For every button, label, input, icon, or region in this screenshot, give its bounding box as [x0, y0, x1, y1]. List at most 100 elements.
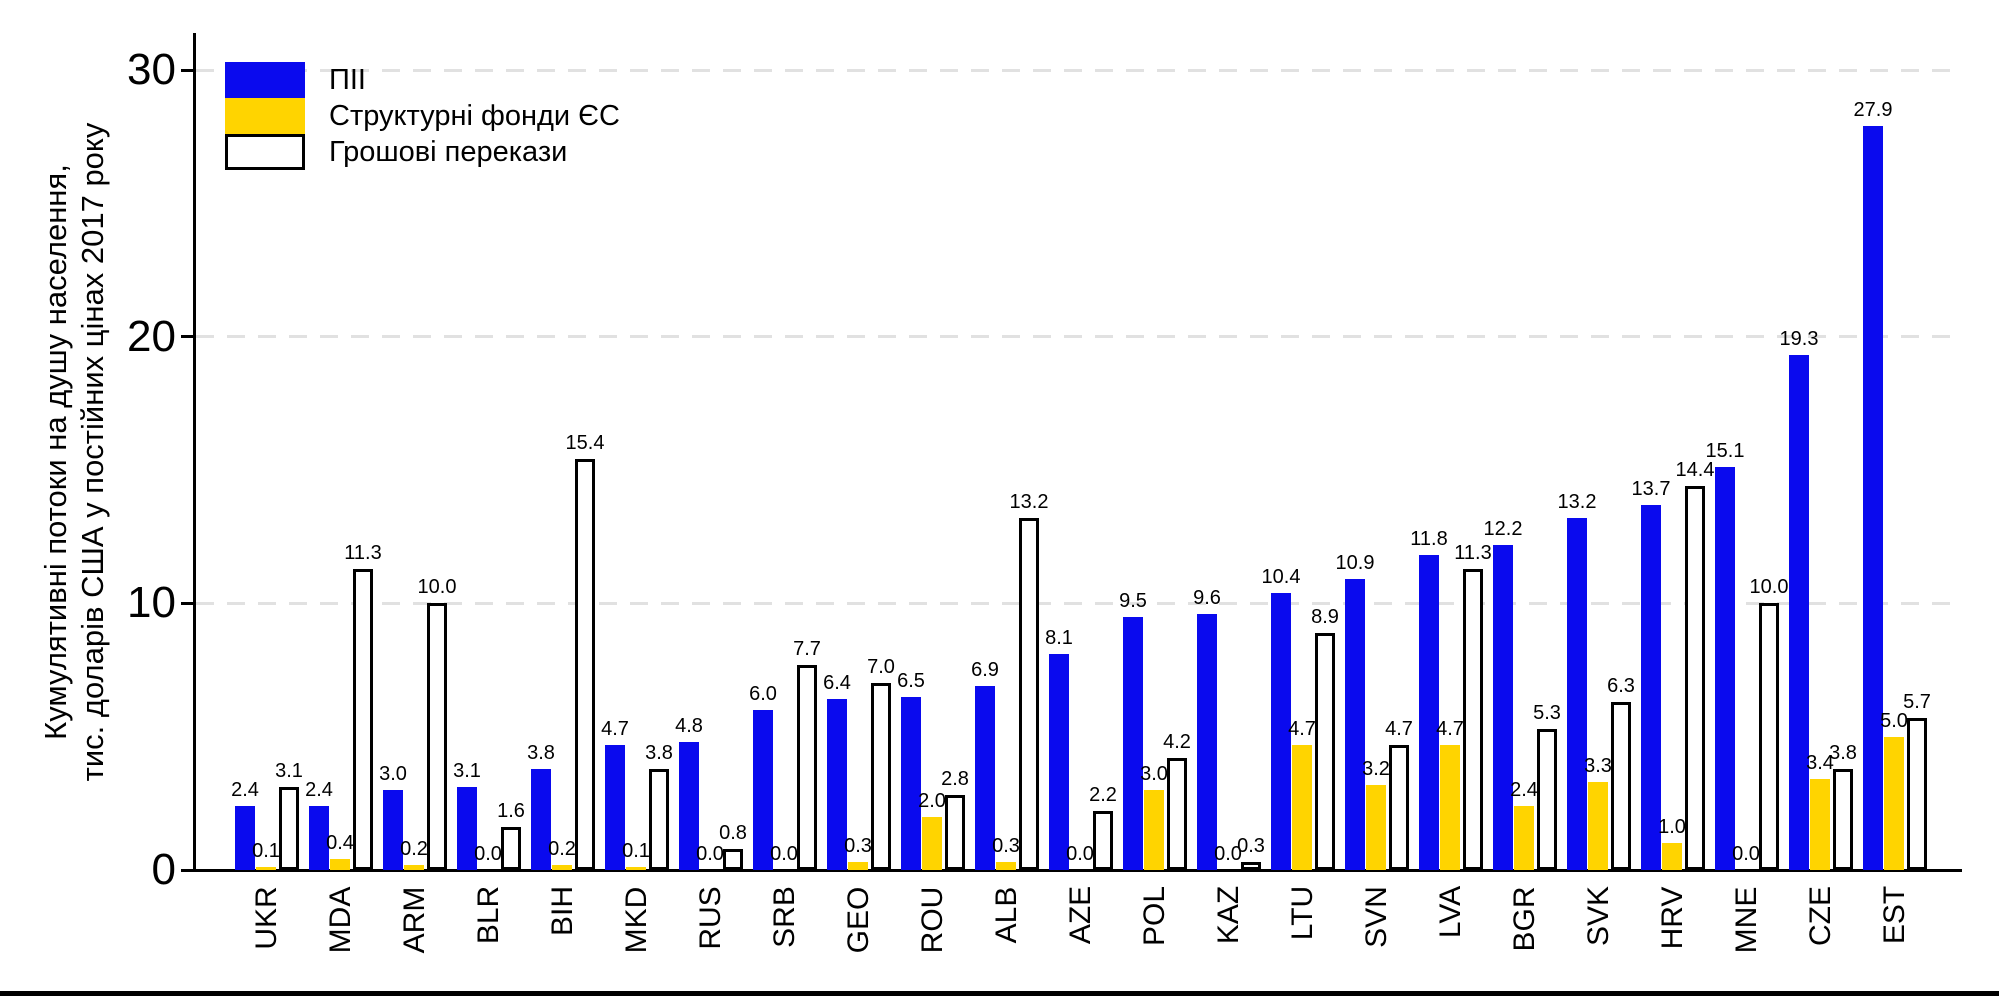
bar-fdi-blr [457, 787, 477, 870]
x-category-label-aze: AZE [1064, 885, 1097, 945]
value-label-remittances-rou: 2.8 [941, 768, 969, 791]
x-axis-line [181, 869, 1962, 872]
y-axis-title-line1: Кумулятивні потоки на душу населення, [38, 164, 73, 740]
value-label-eu-structural-funds-ukr: 0.1 [252, 840, 280, 863]
bar-remittances-est [1907, 718, 1927, 870]
bar-remittances-arm [427, 603, 447, 870]
value-label-remittances-ukr: 3.1 [275, 760, 303, 783]
bar-remittances-rus [723, 848, 743, 870]
legend-swatch-remittances [225, 134, 305, 170]
bar-fdi-alb [975, 686, 995, 870]
legend-swatch-fdi [225, 62, 305, 98]
value-label-remittances-blr: 1.6 [497, 800, 525, 823]
bar-remittances-blr [501, 827, 521, 870]
value-label-fdi-bgr: 12.2 [1483, 517, 1523, 540]
x-category-label-mda: MDA [324, 886, 357, 953]
bar-fdi-ltu [1271, 592, 1291, 870]
y-tick-label-30: 30 [127, 45, 176, 94]
x-category-label-pol: POL [1138, 885, 1171, 947]
x-category-label-rou: ROU [916, 886, 949, 953]
y-axis-title: Кумулятивні потоки на душу населення, ти… [37, 123, 111, 782]
x-category-label-svk: SVK [1582, 885, 1615, 947]
bar-remittances-pol [1167, 758, 1187, 870]
y-tick-10 [181, 601, 194, 605]
bar-fdi-kaz [1197, 614, 1217, 870]
value-label-fdi-srb: 6.0 [749, 683, 777, 705]
value-label-fdi-alb: 6.9 [971, 659, 999, 681]
value-label-remittances-mda: 11.3 [344, 541, 382, 564]
x-category-label-ltu: LTU [1286, 885, 1319, 941]
value-label-eu-structural-funds-ltu: 4.7 [1288, 717, 1316, 740]
value-label-eu-structural-funds-blr: 0.0 [474, 843, 502, 865]
value-label-eu-structural-funds-rou: 2.0 [918, 789, 946, 812]
value-label-fdi-blr: 3.1 [453, 760, 481, 783]
x-category-label-lva: LVA [1434, 885, 1467, 939]
value-label-eu-structural-funds-lva: 4.7 [1436, 717, 1464, 740]
bar-eu-structural-funds-hrv [1662, 843, 1682, 870]
value-label-remittances-svk: 6.3 [1607, 675, 1635, 697]
gridline-30 [196, 68, 1962, 72]
value-label-remittances-srb: 7.7 [793, 637, 821, 660]
value-label-eu-structural-funds-mkd: 0.1 [622, 840, 650, 863]
bar-fdi-ukr [235, 806, 255, 870]
value-label-eu-structural-funds-pol: 3.0 [1140, 763, 1168, 785]
value-label-fdi-rou: 6.5 [897, 669, 925, 692]
bar-fdi-geo [827, 699, 847, 870]
y-axis-title-line2: тис. доларів США у постійних цінах 2017 … [75, 122, 110, 782]
value-label-fdi-cze: 19.3 [1779, 328, 1819, 351]
value-label-eu-structural-funds-svk: 3.3 [1584, 755, 1612, 777]
x-category-label-bgr: BGR [1508, 885, 1541, 952]
legend-swatch-eu-structural-funds [225, 98, 305, 134]
bar-fdi-aze [1049, 654, 1069, 870]
value-label-eu-structural-funds-bgr: 2.4 [1510, 779, 1538, 801]
bar-fdi-mkd [605, 744, 625, 870]
bar-remittances-hrv [1685, 486, 1705, 870]
legend-item-remittances: Грошові перекази [225, 134, 620, 170]
bar-fdi-hrv [1641, 504, 1661, 870]
value-label-remittances-cze: 3.8 [1829, 741, 1857, 764]
bar-eu-structural-funds-ltu [1292, 744, 1312, 870]
value-label-fdi-svn: 10.9 [1335, 552, 1375, 575]
y-tick-label-0: 0 [151, 845, 176, 894]
bar-eu-structural-funds-bgr [1514, 806, 1534, 870]
value-label-remittances-kaz: 0.3 [1237, 835, 1265, 857]
value-label-fdi-mkd: 4.7 [601, 717, 629, 740]
value-label-remittances-mkd: 3.8 [645, 741, 673, 764]
x-category-label-cze: CZE [1804, 886, 1837, 946]
x-category-label-kaz: KAZ [1212, 885, 1245, 945]
legend-label-remittances: Грошові перекази [329, 135, 568, 168]
bar-eu-structural-funds-mkd [626, 867, 646, 870]
x-category-label-ukr: UKR [250, 885, 283, 950]
bar-eu-structural-funds-est [1884, 736, 1904, 870]
value-label-eu-structural-funds-arm: 0.2 [400, 837, 428, 860]
bar-eu-structural-funds-bih [552, 864, 572, 870]
value-label-remittances-aze: 2.2 [1089, 784, 1117, 807]
value-label-remittances-geo: 7.0 [867, 656, 895, 679]
bar-fdi-lva [1419, 555, 1439, 870]
legend-item-fdi: ПІІ [225, 62, 620, 98]
bar-fdi-svk [1567, 518, 1587, 870]
gridline-10 [196, 601, 1962, 605]
y-tick-label-20: 20 [127, 311, 176, 361]
value-label-eu-structural-funds-cze: 3.4 [1806, 752, 1834, 775]
value-label-remittances-hrv: 14.4 [1675, 459, 1715, 481]
value-label-fdi-aze: 8.1 [1045, 627, 1073, 649]
x-category-label-srb: SRB [768, 886, 801, 948]
value-label-eu-structural-funds-mda: 0.4 [326, 832, 354, 855]
value-label-eu-structural-funds-aze: 0.0 [1066, 843, 1094, 865]
legend-label-eu-structural-funds: Структурні фонди ЄС [329, 99, 620, 132]
value-label-eu-structural-funds-kaz: 0.0 [1214, 843, 1242, 865]
bar-eu-structural-funds-alb [996, 862, 1016, 870]
bar-remittances-ltu [1315, 632, 1335, 870]
bar-remittances-bih [575, 459, 595, 870]
bar-remittances-alb [1019, 518, 1039, 870]
x-category-label-est: EST [1878, 885, 1911, 945]
value-label-remittances-alb: 13.2 [1009, 491, 1049, 513]
bar-fdi-pol [1123, 616, 1143, 870]
value-label-fdi-mne: 15.1 [1705, 440, 1745, 463]
bar-eu-structural-funds-pol [1144, 790, 1164, 870]
x-category-label-rus: RUS [694, 885, 727, 950]
bar-fdi-rus [679, 742, 699, 870]
bar-fdi-bgr [1493, 544, 1513, 870]
bar-remittances-mne [1759, 603, 1779, 870]
